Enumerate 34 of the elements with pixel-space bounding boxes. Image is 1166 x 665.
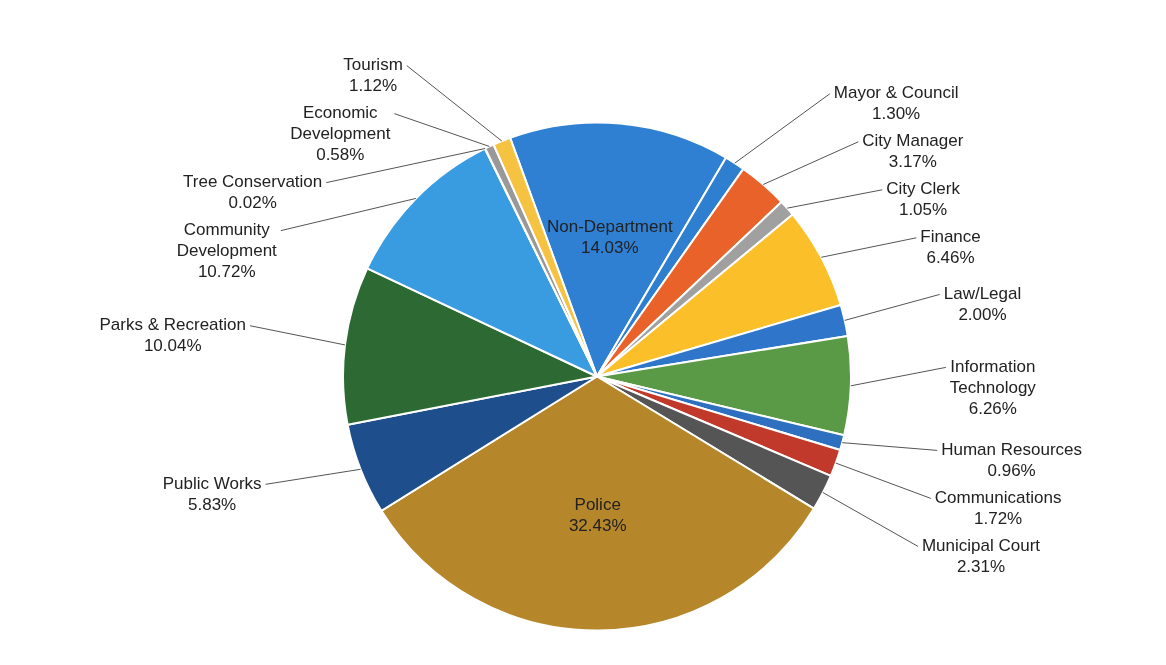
data-label: 0.02% [228,193,277,213]
data-label: 6.26% [968,399,1017,419]
slice-label: Communications [934,488,1062,508]
slice-label: Police [574,495,621,515]
slice-label: Tourism [343,55,403,75]
data-label: 1.05% [898,200,948,220]
data-label: 6.46% [926,248,975,268]
slice-label: Tree Conservation [183,172,323,192]
data-label: 32.43% [568,516,627,536]
data-label: 2.31% [956,557,1006,577]
slice-label: Community Development [176,220,278,261]
slice-label: Municipal Court [921,536,1041,556]
slice-label: City Clerk [886,179,961,199]
data-label: 10.72% [197,262,256,282]
data-label: 10.04% [143,336,202,356]
data-label: 1.72% [974,509,1023,529]
slice-label: City Manager [862,131,964,151]
slice-label: Information Technology [949,357,1037,398]
slice-label: Parks & Recreation [99,315,246,335]
slice-label: Finance [920,227,981,247]
data-label: 2.00% [958,305,1007,325]
data-label: 1.30% [872,104,921,124]
data-label: 0.58% [316,145,365,165]
slice-label: Economic Development [290,103,391,144]
slice-label: Mayor & Council [833,83,959,103]
data-label: 1.12% [348,76,398,96]
data-label: 0.96% [987,461,1036,481]
data-label: 14.03% [580,237,639,257]
slice-label: Law/Legal [943,284,1022,304]
slice-label: Public Works [162,474,262,494]
data-label: 3.17% [888,152,937,172]
slice-label: Non-Department [546,216,673,236]
data-label: 5.83% [188,495,237,515]
slice-label: Human Resources [941,440,1083,460]
